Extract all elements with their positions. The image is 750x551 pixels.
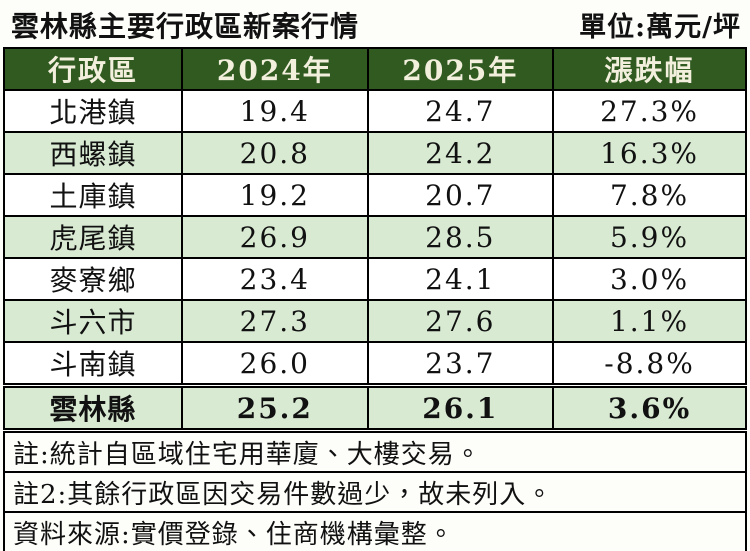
district-cell: 土庫鎮 [2, 173, 184, 217]
district-cell: 虎尾鎮 [2, 215, 184, 259]
price-2025-cell: 24.2 [366, 131, 555, 175]
table-row: 土庫鎮 19.2 20.7 7.8% [2, 173, 747, 217]
change-cell: 27.3% [552, 89, 747, 133]
unit-label: 單位:萬元/坪 [579, 12, 741, 43]
table-row: 虎尾鎮 26.9 28.5 5.9% [2, 215, 747, 259]
table-row: 斗六市 27.3 27.6 1.1% [2, 299, 747, 343]
title-bar: 雲林縣主要行政區新案行情 單位:萬元/坪 [3, 0, 747, 47]
price-2025-cell: 28.5 [366, 215, 555, 259]
price-2024-cell: 26.9 [181, 215, 369, 259]
note-text: 註2:其餘行政區因交易件數過少，故未列入。 [3, 471, 747, 513]
price-2024-cell: 19.4 [181, 89, 369, 133]
col-header-district: 行政區 [2, 47, 184, 91]
note-text: 註:統計自區域住宅用華廈、大樓交易。 [3, 429, 747, 473]
district-cell: 西螺鎮 [2, 131, 184, 175]
note-row: 資料來源:實價登錄、住商機構彙整。 [3, 511, 747, 551]
change-cell: 1.1% [552, 299, 747, 343]
district-cell: 北港鎮 [2, 89, 184, 133]
summary-row: 雲林縣 25.2 26.1 3.6% [2, 383, 747, 433]
change-cell: -8.8% [552, 341, 747, 387]
change-cell: 16.3% [552, 131, 747, 175]
price-2025-cell: 27.6 [366, 299, 555, 343]
note-text: 資料來源:實價登錄、住商機構彙整。 [3, 511, 747, 551]
district-cell: 麥寮鄉 [2, 257, 184, 301]
table-row: 西螺鎮 20.8 24.2 16.3% [2, 131, 747, 175]
price-2024-cell: 23.4 [181, 257, 369, 301]
district-cell: 斗六市 [2, 299, 184, 343]
change-cell: 3.0% [552, 257, 747, 301]
district-cell: 雲林縣 [2, 383, 184, 433]
price-2024-cell: 27.3 [181, 299, 369, 343]
table-row: 斗南鎮 26.0 23.7 -8.8% [2, 341, 747, 387]
price-2025-cell: 20.7 [366, 173, 555, 217]
note-row: 註:統計自區域住宅用華廈、大樓交易。 [3, 429, 747, 473]
col-header-2024: 2024年 [181, 47, 369, 91]
change-cell: 3.6% [552, 383, 747, 433]
price-2024-cell: 19.2 [181, 173, 369, 217]
price-2024-cell: 20.8 [181, 131, 369, 175]
price-table: 行政區 2024年 2025年 漲跌幅 北港鎮 19.4 24.7 27.3% … [2, 47, 747, 551]
price-2025-cell: 26.1 [366, 383, 555, 433]
page-title: 雲林縣主要行政區新案行情 [11, 9, 360, 43]
price-2024-cell: 26.0 [181, 341, 369, 387]
table-row: 麥寮鄉 23.4 24.1 3.0% [2, 257, 747, 301]
price-2025-cell: 23.7 [366, 341, 555, 387]
note-row: 註2:其餘行政區因交易件數過少，故未列入。 [3, 471, 747, 513]
change-cell: 7.8% [552, 173, 747, 217]
col-header-change: 漲跌幅 [552, 47, 747, 91]
price-2025-cell: 24.7 [366, 89, 555, 133]
district-cell: 斗南鎮 [2, 341, 184, 387]
table-row: 北港鎮 19.4 24.7 27.3% [2, 89, 747, 133]
price-2024-cell: 25.2 [181, 383, 369, 433]
price-2025-cell: 24.1 [366, 257, 555, 301]
col-header-2025: 2025年 [366, 47, 555, 91]
header-row: 行政區 2024年 2025年 漲跌幅 [2, 47, 747, 91]
change-cell: 5.9% [552, 215, 747, 259]
